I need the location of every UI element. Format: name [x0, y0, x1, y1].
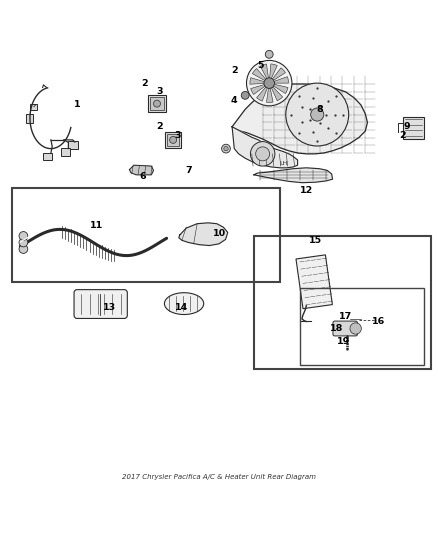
Polygon shape [272, 68, 286, 80]
Bar [30, 104, 37, 110]
Bar [165, 132, 181, 148]
Polygon shape [251, 85, 265, 94]
Polygon shape [260, 64, 268, 78]
Circle shape [19, 245, 28, 253]
Text: 8: 8 [316, 105, 323, 114]
Circle shape [19, 231, 28, 240]
Polygon shape [179, 223, 228, 246]
Polygon shape [274, 77, 289, 83]
Text: 5: 5 [257, 61, 264, 70]
Circle shape [241, 92, 249, 99]
Bar [148, 95, 166, 112]
Bar [42, 152, 52, 160]
Polygon shape [270, 64, 277, 78]
Text: 2: 2 [399, 131, 406, 140]
Bar [68, 141, 78, 149]
Text: 2: 2 [141, 79, 148, 87]
FancyBboxPatch shape [74, 289, 127, 318]
Polygon shape [232, 84, 367, 154]
Bar [60, 148, 70, 156]
Polygon shape [266, 88, 273, 102]
Text: 15: 15 [308, 236, 321, 245]
Ellipse shape [164, 293, 204, 314]
Polygon shape [252, 69, 266, 80]
Text: 2: 2 [231, 66, 237, 75]
Text: 2017 Chrysler Pacifica A/C & Heater Unit Rear Diagram: 2017 Chrysler Pacifica A/C & Heater Unit… [122, 474, 316, 480]
Polygon shape [232, 127, 297, 168]
Text: 7: 7 [185, 166, 192, 175]
Circle shape [170, 136, 177, 143]
Text: LH: LH [279, 161, 288, 166]
Bar [167, 134, 179, 146]
Text: 3: 3 [174, 131, 181, 140]
Text: 2: 2 [157, 122, 163, 131]
Polygon shape [296, 255, 332, 309]
Circle shape [286, 83, 349, 146]
Bar [150, 97, 163, 110]
Text: 18: 18 [330, 324, 343, 333]
Bar [300, 288, 424, 365]
Circle shape [251, 142, 275, 166]
Circle shape [224, 147, 228, 151]
Text: 16: 16 [372, 317, 385, 326]
Polygon shape [130, 165, 153, 175]
Text: 11: 11 [90, 221, 103, 230]
Bar [25, 114, 32, 123]
Circle shape [19, 238, 28, 247]
FancyBboxPatch shape [333, 321, 357, 336]
Circle shape [350, 323, 361, 334]
Polygon shape [274, 84, 288, 94]
Circle shape [311, 108, 324, 121]
Text: 1: 1 [74, 100, 81, 109]
Circle shape [256, 147, 270, 161]
Text: 12: 12 [300, 185, 313, 195]
Text: 13: 13 [103, 303, 117, 312]
Circle shape [153, 100, 160, 107]
Polygon shape [254, 168, 332, 183]
Text: 19: 19 [337, 337, 350, 346]
Text: 6: 6 [139, 173, 146, 182]
Circle shape [264, 78, 275, 88]
Text: 9: 9 [403, 122, 410, 131]
Bar [254, 236, 431, 369]
Text: 10: 10 [212, 229, 226, 238]
Circle shape [247, 60, 292, 106]
Polygon shape [257, 87, 267, 101]
Circle shape [265, 51, 273, 58]
Polygon shape [250, 78, 264, 84]
Text: 3: 3 [157, 87, 163, 96]
Bar [12, 188, 280, 282]
Text: 17: 17 [339, 312, 352, 321]
Polygon shape [272, 87, 283, 101]
Text: 4: 4 [231, 96, 237, 105]
Text: 14: 14 [175, 303, 188, 312]
Bar [403, 117, 424, 139]
Circle shape [222, 144, 230, 153]
